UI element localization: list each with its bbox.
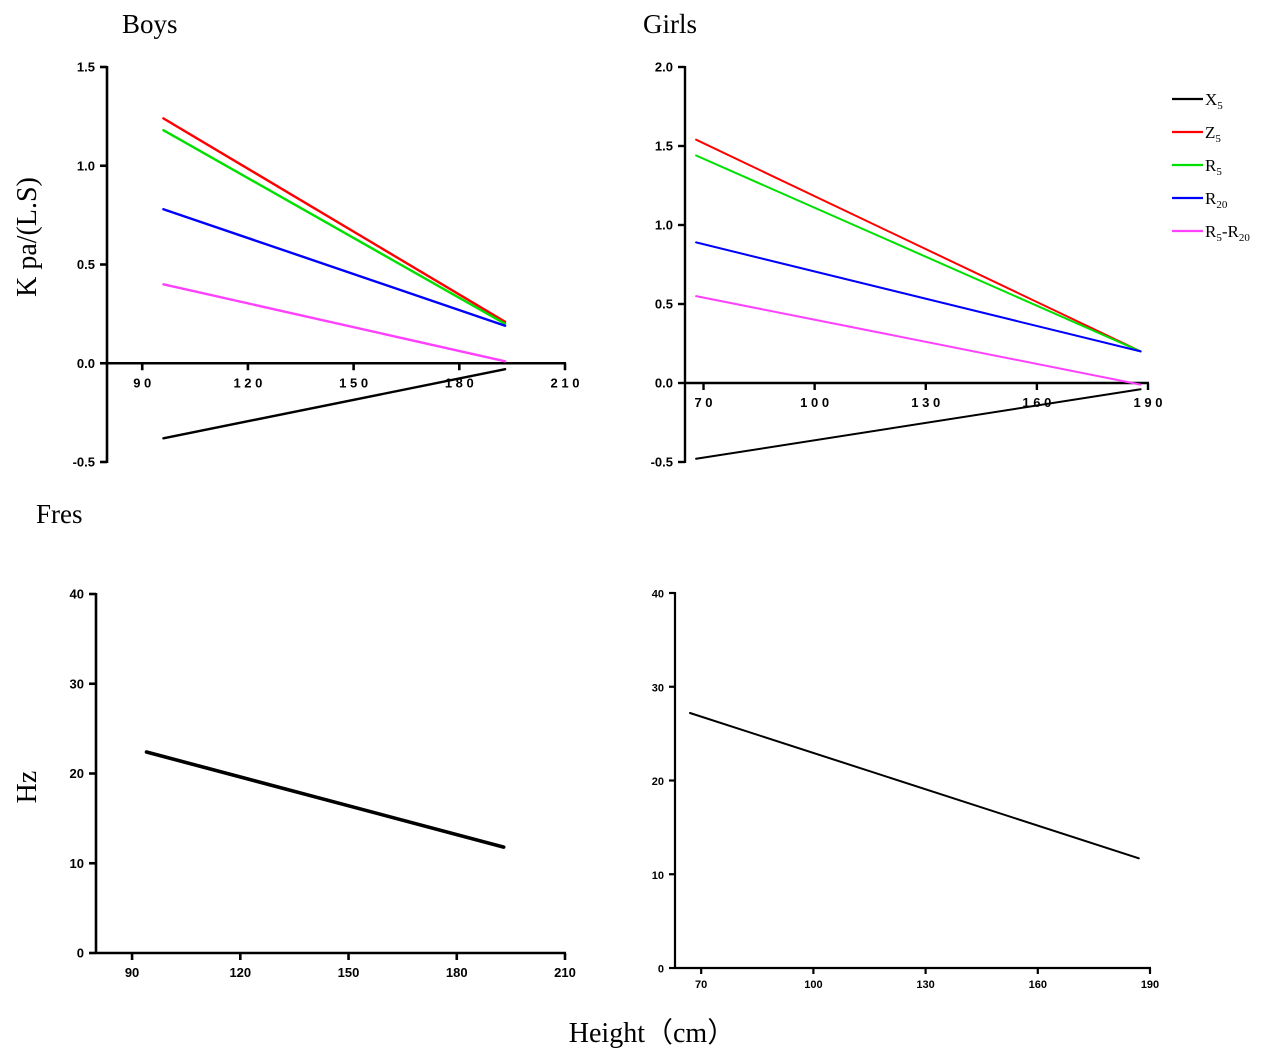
x-axis-title: Height（cm） [569,1017,735,1049]
series-line-r20 [162,207,507,327]
x-tick-label: 180 [446,965,468,980]
legend: X5 Z5 R5 R20 R5-R20 [1172,90,1250,244]
x-tick-label: 1 5 0 [339,375,368,390]
y-tick-label: 0.0 [77,356,95,371]
y-tick-label: 0 [77,946,84,961]
x-tick-label: 130 [916,979,934,991]
x-tick-label: 190 [1141,979,1159,991]
y-tick-label: 2.0 [655,60,673,75]
series-line-x5 [162,368,507,440]
boys-title: Boys [122,9,178,39]
x-tick-label: 1 2 0 [233,375,262,390]
y-tick-label: 0.0 [655,376,673,391]
y-tick-label: 30 [652,682,664,694]
y-tick-label: 1.0 [77,158,95,173]
legend-label: R20 [1205,189,1228,211]
legend-label: R5-R20 [1205,222,1250,244]
series-line-z5 [162,117,507,323]
x-tick-label: 210 [554,965,576,980]
y-tick-label: 1.5 [77,60,95,75]
y-axis-title-bottom: Hz [12,771,43,804]
legend-label: X5 [1205,90,1223,112]
x-tick-label: 150 [338,965,360,980]
x-tick-label: 90 [125,965,139,980]
fres-title: Fres [36,499,83,529]
y-tick-label: 20 [70,766,84,781]
boys-fres-panel: 0 10 20 30 40 90 120 150 180 210 [70,587,576,981]
x-tick-label: 70 [695,979,707,991]
x-tick-label: 1 3 0 [911,395,940,410]
series-line-r5-r20 [695,295,1142,386]
y-axis-title-top: K pa/(L.S) [12,177,43,297]
y-tick-label: -0.5 [73,455,95,470]
series-line-r5 [695,154,1142,353]
x-tick-label: 9 0 [133,375,151,390]
x-tick-label: 100 [804,979,822,991]
girls-title: Girls [643,9,697,39]
y-tick-label: 20 [652,776,664,788]
x-tick-label: 1 9 0 [1134,395,1163,410]
x-tick-label: 2 1 0 [551,375,580,390]
series-line-fres [689,712,1140,860]
x-tick-label: 160 [1029,979,1047,991]
series-line-r20 [695,241,1142,353]
legend-label: Z5 [1205,123,1221,145]
y-tick-label: 40 [70,587,84,602]
y-tick-label: 0.5 [77,257,95,272]
y-tick-label: 30 [70,676,84,691]
y-tick-label: 0.5 [655,297,673,312]
y-tick-label: 1.0 [655,218,673,233]
x-tick-label: 1 0 0 [800,395,829,410]
series-line-fres [144,750,506,849]
y-tick-label: -0.5 [651,455,673,470]
y-tick-label: 1.5 [655,139,673,154]
series-line-x5 [695,388,1142,460]
x-tick-label: 7 0 [694,395,712,410]
girls-fres-panel: 0 10 20 30 40 70 100 130 160 190 [652,589,1159,992]
y-tick-label: 10 [70,856,84,871]
series-line-z5 [695,138,1142,353]
legend-label: R5 [1205,156,1222,178]
y-tick-label: 10 [652,870,664,882]
x-tick-label: 120 [229,965,251,980]
series-line-r5 [162,128,507,325]
series-line-r5-r20 [162,283,507,363]
y-tick-label: 0 [658,964,664,976]
y-tick-label: 40 [652,589,664,601]
